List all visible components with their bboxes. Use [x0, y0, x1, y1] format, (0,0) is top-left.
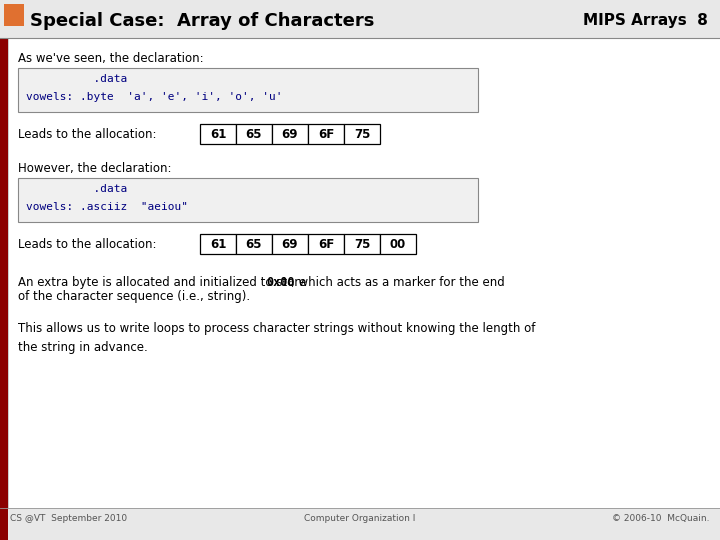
Text: An extra byte is allocated and initialized to store: An extra byte is allocated and initializ… [18, 276, 310, 289]
Text: 75: 75 [354, 127, 370, 140]
Text: 69: 69 [282, 238, 298, 251]
Text: 65: 65 [246, 127, 262, 140]
Text: Leads to the allocation:: Leads to the allocation: [18, 128, 156, 141]
Text: 6F: 6F [318, 127, 334, 140]
Text: CS @VT  September 2010: CS @VT September 2010 [10, 514, 127, 523]
Text: .data: .data [26, 74, 127, 84]
Text: This allows us to write loops to process character strings without knowing the l: This allows us to write loops to process… [18, 322, 536, 354]
Bar [344, 234, 380, 254]
Bar [272, 234, 308, 254]
Text: Leads to the allocation:: Leads to the allocation: [18, 238, 156, 251]
Text: MIPS Arrays  8: MIPS Arrays 8 [583, 14, 708, 29]
Text: vowels: .byte  'a', 'e', 'i', 'o', 'u': vowels: .byte 'a', 'e', 'i', 'o', 'u' [26, 92, 282, 102]
Text: Special Case:  Array of Characters: Special Case: Array of Characters [30, 12, 374, 30]
Bar [4, 4, 24, 26]
Text: 65: 65 [246, 238, 262, 251]
Bar [344, 124, 380, 144]
Text: Computer Organization I: Computer Organization I [305, 514, 415, 523]
Bar [8, 38, 720, 508]
Text: 75: 75 [354, 238, 370, 251]
Bar [308, 124, 344, 144]
Text: 0x00: 0x00 [266, 276, 295, 289]
Text: , which acts as a marker for the end: , which acts as a marker for the end [291, 276, 504, 289]
Text: of the character sequence (i.e., string).: of the character sequence (i.e., string)… [18, 290, 250, 303]
Text: .data: .data [26, 184, 127, 194]
Bar [236, 124, 272, 144]
Text: As we've seen, the declaration:: As we've seen, the declaration: [18, 52, 204, 65]
Bar [236, 234, 272, 254]
Text: 6F: 6F [318, 238, 334, 251]
Text: vowels: .asciiz  "aeiou": vowels: .asciiz "aeiou" [26, 202, 188, 212]
Text: 61: 61 [210, 238, 226, 251]
Bar [18, 178, 478, 222]
Text: © 2006-10  McQuain.: © 2006-10 McQuain. [613, 514, 710, 523]
Bar [272, 124, 308, 144]
Bar [308, 234, 344, 254]
Bar [18, 68, 478, 112]
Bar [200, 234, 236, 254]
Text: 61: 61 [210, 127, 226, 140]
Text: 00: 00 [390, 238, 406, 251]
Bar [200, 124, 236, 144]
Bar [380, 234, 416, 254]
Text: However, the declaration:: However, the declaration: [18, 162, 171, 175]
Text: 69: 69 [282, 127, 298, 140]
Bar [0, 38, 8, 540]
